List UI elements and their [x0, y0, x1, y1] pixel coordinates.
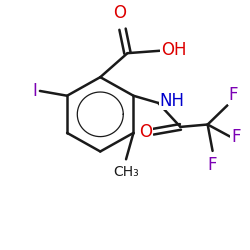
- Text: O: O: [139, 123, 152, 141]
- Text: CH₃: CH₃: [113, 165, 139, 179]
- Text: F: F: [208, 156, 217, 174]
- Text: F: F: [229, 86, 238, 104]
- Text: O: O: [114, 4, 126, 22]
- Text: F: F: [231, 128, 240, 146]
- Text: I: I: [32, 82, 38, 100]
- Text: OH: OH: [161, 40, 186, 58]
- Text: NH: NH: [160, 92, 184, 110]
